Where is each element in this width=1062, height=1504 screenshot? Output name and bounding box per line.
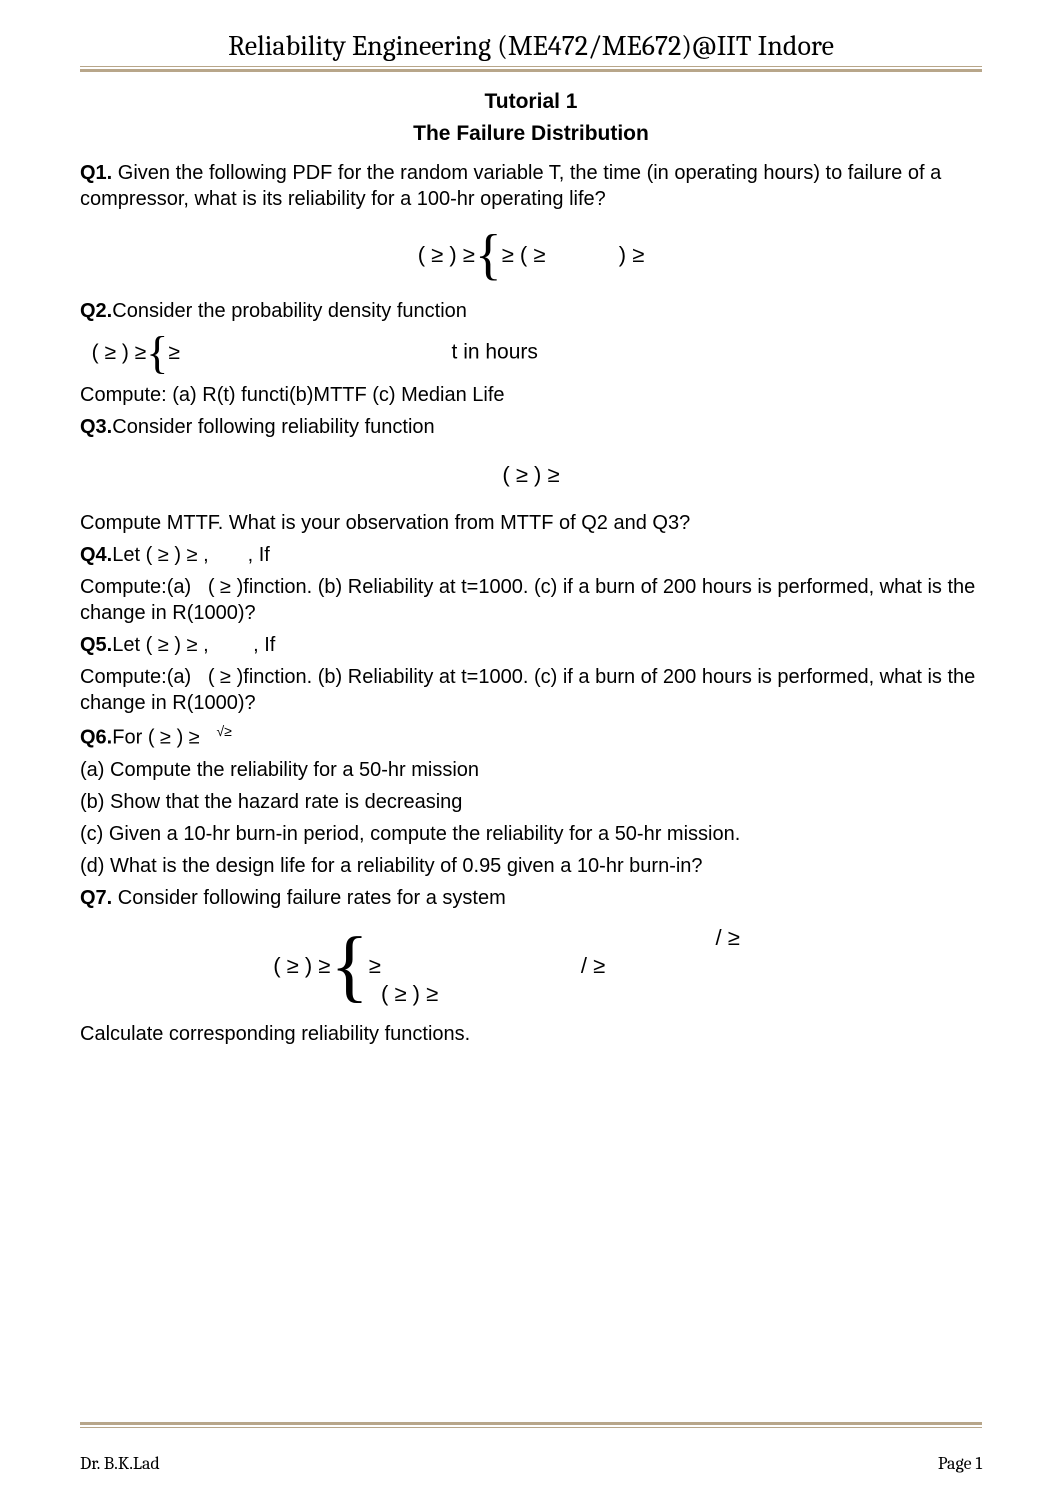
rule-thin	[80, 66, 982, 67]
q5-compute: Compute:(a) ( ≥ )finction. (b) Reliabili…	[80, 664, 982, 716]
q4-compute-a: Compute:(a)	[80, 576, 197, 598]
q6-line: Q6.For ( ≥ ) ≥ √≥	[80, 722, 982, 751]
page: Reliability Engineering (ME472/ME672)@II…	[0, 0, 1062, 1504]
q1-math-mid: ≥ ( ≥	[502, 242, 546, 267]
q2-aside: t in hours	[452, 341, 538, 364]
q7-row2-l: ≥	[369, 953, 381, 978]
q1-math-right: ) ≥	[619, 242, 645, 267]
q5-prefix: Let	[112, 634, 145, 656]
footer-rule	[80, 1422, 982, 1428]
footer-page: Page 1	[938, 1453, 982, 1474]
q7-text: Q7. Consider following failure rates for…	[80, 885, 982, 911]
q3-label: Q3.	[80, 416, 112, 438]
q1-math-left: ( ≥ ) ≥	[418, 242, 475, 268]
q2-math-left: ( ≥ ) ≥	[92, 339, 147, 366]
q7-math-left: ( ≥ ) ≥	[273, 953, 330, 979]
q6-a: (a) Compute the reliability for a 50-hr …	[80, 757, 982, 783]
q2-text: Q2.Consider the probability density func…	[80, 298, 982, 324]
q7-row1-r: / ≥	[716, 925, 740, 950]
q5-suffix: , If	[253, 634, 275, 656]
tutorial-subtitle: The Failure Distribution	[80, 122, 982, 146]
tutorial-title: Tutorial 1	[80, 90, 982, 114]
q3-text: Q3.Consider following reliability functi…	[80, 414, 982, 440]
q7-math: ( ≥ ) ≥ { / ≥ ≥ / ≥ ( ≥ ) ≥	[80, 925, 982, 1007]
header-rule	[80, 66, 982, 72]
q2-compute-mid: (b)	[289, 384, 313, 406]
q2-body: Consider the probability density functio…	[112, 300, 467, 322]
rule-thick	[80, 1422, 982, 1425]
q3-math-content: ( ≥ ) ≥	[502, 462, 559, 487]
q1-math: ( ≥ ) ≥ { ≥ ( ≥ ) ≥	[80, 226, 982, 284]
q5-line: Q5.Let ( ≥ ) ≥ , , If	[80, 632, 982, 658]
q2-math: ( ≥ ) ≥ { ≥ t in hours	[80, 330, 982, 376]
q2-math-mid: ≥	[168, 339, 180, 366]
q4-compute-math: ( ≥ )	[208, 576, 243, 598]
q7-row2-r: / ≥	[581, 953, 605, 978]
brace-icon: {	[330, 926, 368, 1006]
q3-tail: Compute MTTF. What is your observation f…	[80, 510, 982, 536]
page-title: Reliability Engineering (ME472/ME672)@II…	[80, 30, 982, 62]
q3-math: ( ≥ ) ≥	[80, 462, 982, 488]
q4-compute: Compute:(a) ( ≥ )finction. (b) Reliabili…	[80, 574, 982, 626]
q5-label: Q5.	[80, 634, 112, 656]
q6-c: (c) Given a 10-hr burn-in period, comput…	[80, 821, 982, 847]
q6-math: ( ≥ ) ≥	[148, 727, 200, 749]
q6-d: (d) What is the design life for a reliab…	[80, 853, 982, 879]
q2-compute-prefix: Compute: (a) R(t) functi	[80, 384, 289, 406]
q6-label: Q6.	[80, 727, 112, 749]
q7-label: Q7.	[80, 887, 112, 909]
q1-label: Q1.	[80, 162, 112, 184]
footer: Dr. B.K.Lad Page 1	[80, 1453, 982, 1474]
q4-label: Q4.	[80, 544, 112, 566]
q7-body: Consider following failure rates for a s…	[112, 887, 506, 909]
rule-thick	[80, 69, 982, 72]
q4-prefix: Let	[112, 544, 145, 566]
q4-suffix: , If	[248, 544, 270, 566]
q1-body: Given the following PDF for the random v…	[80, 162, 941, 210]
q5-math: ( ≥ ) ≥ ,	[146, 634, 209, 656]
q6-prefix: For	[112, 727, 148, 749]
q4-line: Q4.Let ( ≥ ) ≥ , , If	[80, 542, 982, 568]
q1-text: Q1. Given the following PDF for the rand…	[80, 160, 982, 212]
q5-compute-a: Compute:(a)	[80, 666, 197, 688]
q7-row3: ( ≥ ) ≥	[381, 981, 438, 1006]
q2-compute: Compute: (a) R(t) functi(b)MTTF (c) Medi…	[80, 382, 982, 408]
q2-label: Q2.	[80, 300, 112, 322]
footer-author: Dr. B.K.Lad	[80, 1453, 160, 1474]
q7-tail: Calculate corresponding reliability func…	[80, 1021, 982, 1047]
q4-math: ( ≥ ) ≥ ,	[146, 544, 209, 566]
q6-exp: √≥	[216, 723, 231, 739]
q5-compute-math: ( ≥ )	[208, 666, 243, 688]
brace-icon: {	[146, 330, 168, 376]
q6-b: (b) Show that the hazard rate is decreas…	[80, 789, 982, 815]
q3-body: Consider following reliability function	[112, 416, 434, 438]
brace-icon: {	[475, 227, 502, 283]
rule-thin	[80, 1427, 982, 1428]
q2-compute-suffix: MTTF (c) Median Life	[313, 384, 504, 406]
